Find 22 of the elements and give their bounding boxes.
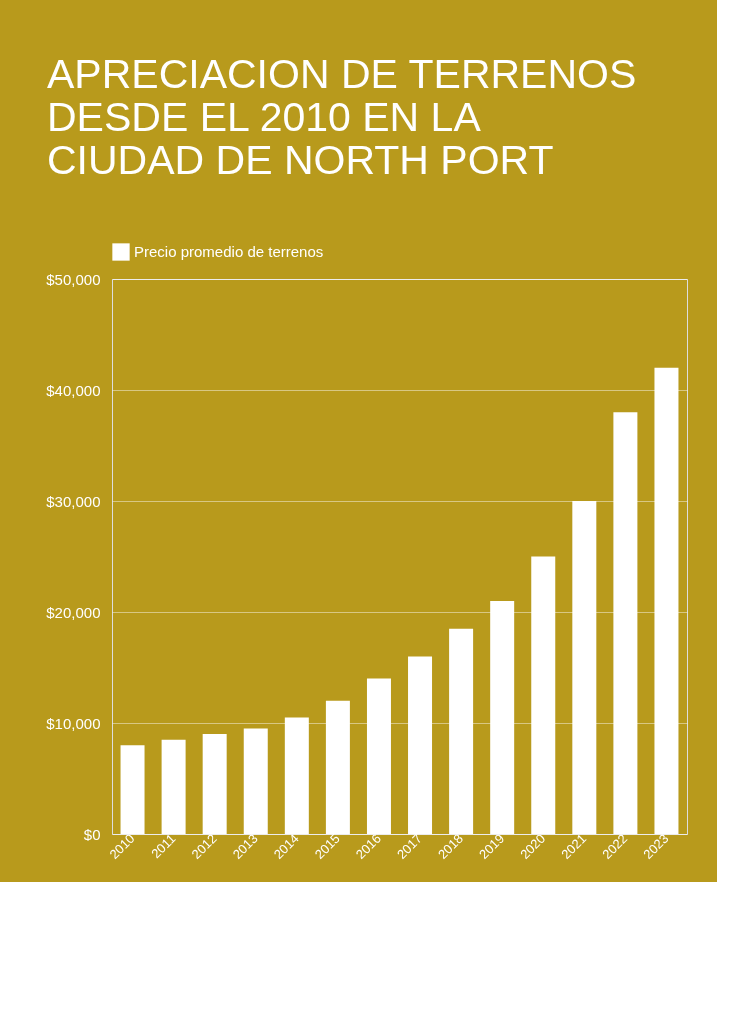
- y-tick-label: $20,000: [46, 603, 101, 621]
- bar: [161, 739, 186, 834]
- bar: [408, 656, 433, 834]
- bar: [325, 700, 350, 834]
- bar: [243, 728, 268, 834]
- bar: [202, 734, 227, 834]
- y-tick-label: $0: [83, 825, 101, 843]
- bar: [531, 556, 556, 834]
- bar: [284, 717, 309, 834]
- y-tick-label: $40,000: [46, 381, 101, 399]
- bar: [449, 628, 474, 834]
- y-tick-label: $50,000: [46, 270, 101, 288]
- bar: [490, 600, 515, 834]
- y-tick-label: $30,000: [46, 492, 101, 510]
- legend-label: Precio promedio de terrenos: [134, 243, 324, 260]
- bar: [366, 678, 391, 834]
- bar: [120, 745, 145, 834]
- bar: [654, 367, 679, 834]
- bar: [613, 412, 638, 834]
- chart-title: APRECIACION DE TERRENOS DESDE EL 2010 EN LA CIUDAD DE NORTH PORT: [47, 51, 637, 183]
- bar: [572, 501, 597, 834]
- y-tick-label: $10,000: [46, 714, 101, 732]
